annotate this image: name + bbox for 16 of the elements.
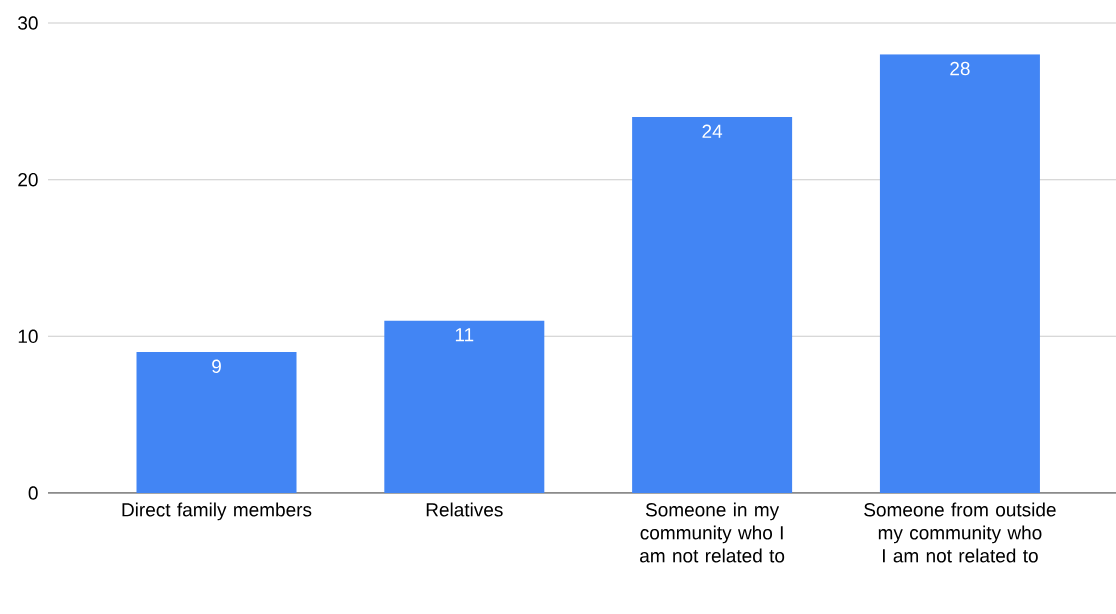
data-label: 28 (950, 61, 970, 76)
x-tick-label: Someone from outside my community who I am not related to (864, 502, 1056, 563)
y-tick-label: 0 (28, 486, 38, 500)
x-tick-label: Direct family members (122, 502, 312, 521)
bar (632, 117, 793, 493)
data-label: 24 (702, 124, 723, 138)
y-tick-label: 30 (18, 16, 38, 30)
data-label: 9 (212, 359, 221, 373)
bar (136, 352, 297, 493)
x-tick-label: Relatives (426, 502, 503, 517)
x-tick-label: Someone in my community who I am not related to (640, 502, 785, 563)
bar (879, 54, 1040, 493)
y-tick-label: 10 (18, 329, 38, 344)
bar (384, 320, 545, 493)
data-label: 11 (455, 328, 474, 342)
y-tick-label: 20 (18, 172, 38, 187)
